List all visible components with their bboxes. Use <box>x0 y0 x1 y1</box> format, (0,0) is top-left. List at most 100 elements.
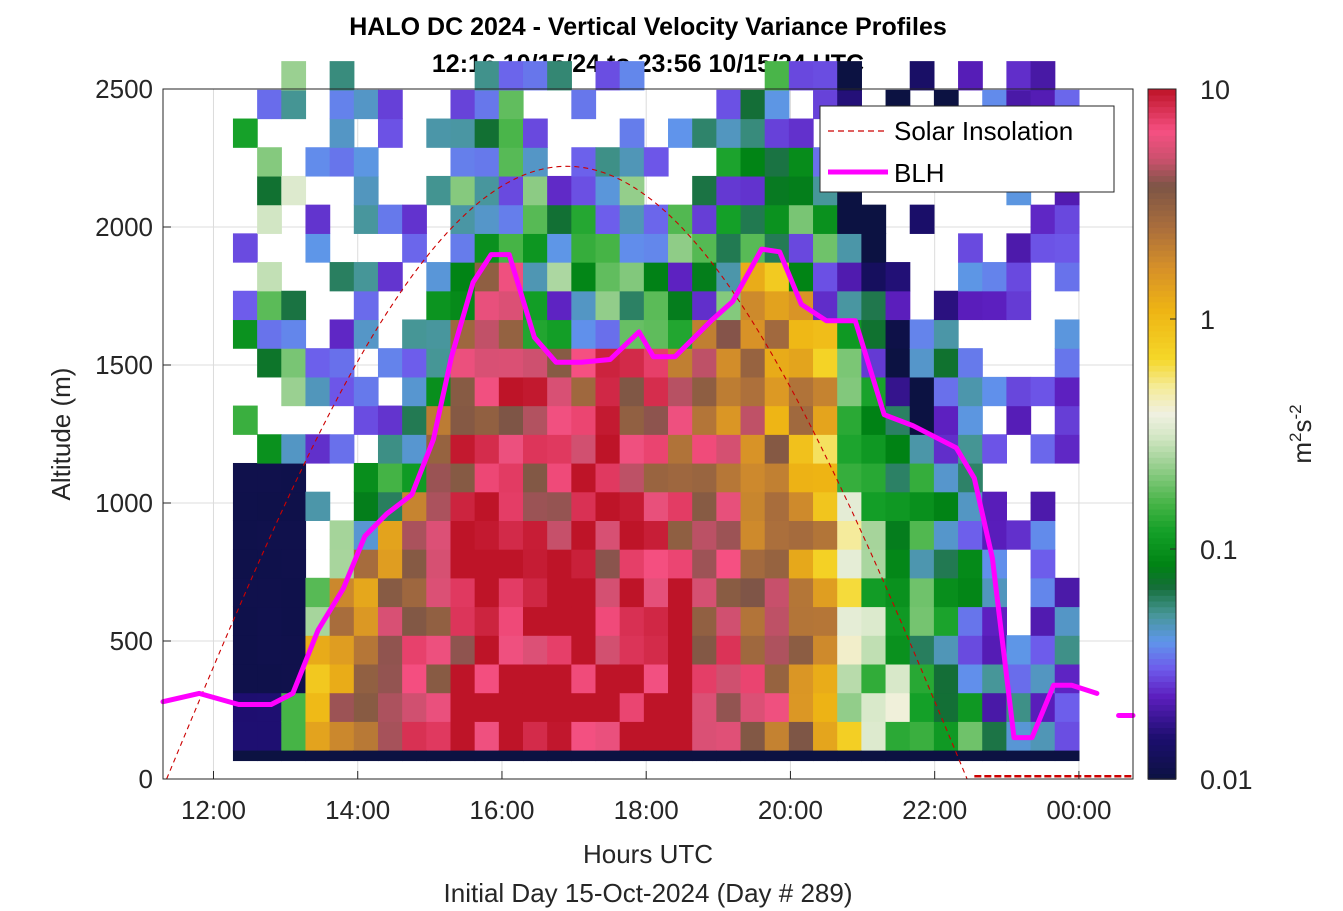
colorbar-tick-label: 1 <box>1200 305 1215 335</box>
heatmap-cell <box>305 750 331 762</box>
colorbar-segment <box>1148 549 1176 556</box>
heatmap-cell <box>474 61 500 91</box>
heatmap-cell <box>982 721 1008 751</box>
heatmap-cell <box>668 233 693 263</box>
heatmap-cell <box>571 262 597 292</box>
heatmap-cell <box>474 663 500 694</box>
heatmap-cell <box>764 376 790 407</box>
heatmap-cell <box>788 405 814 435</box>
heatmap-cell <box>909 606 935 636</box>
heatmap-cell <box>619 549 645 579</box>
colorbar-segment <box>1148 112 1176 119</box>
heatmap-cell <box>813 348 838 378</box>
heatmap-cell <box>281 376 307 407</box>
heatmap-cell <box>450 118 476 148</box>
heatmap-cell <box>813 462 838 493</box>
heatmap-cell <box>595 491 621 521</box>
heatmap-cell <box>547 606 572 636</box>
heatmap-cell <box>547 462 572 493</box>
heatmap-cell <box>547 549 572 579</box>
heatmap-cell <box>232 319 258 349</box>
heatmap-cell <box>498 750 524 762</box>
heatmap-cell <box>257 290 282 321</box>
heatmap-cell <box>595 606 621 636</box>
heatmap-cell <box>740 118 766 148</box>
heatmap-cell <box>764 434 790 464</box>
heatmap-cell <box>522 750 548 762</box>
heatmap-cell <box>402 233 427 263</box>
heatmap-cell <box>813 319 838 349</box>
heatmap-cell <box>837 290 862 321</box>
heatmap-cell <box>305 348 331 378</box>
heatmap-cell <box>764 520 790 550</box>
heatmap-cell <box>450 549 476 579</box>
y-tick-label: 500 <box>110 626 153 656</box>
colorbar-segment <box>1148 146 1176 154</box>
heatmap-cell <box>281 434 307 464</box>
colorbar-segment <box>1148 204 1176 211</box>
heatmap-cell <box>788 750 814 762</box>
heatmap-cell <box>498 175 524 206</box>
heatmap-cell <box>450 175 476 206</box>
heatmap-cell <box>522 434 548 464</box>
x-tick-label: 16:00 <box>469 795 534 825</box>
heatmap-cell <box>305 663 331 694</box>
colorbar-segment <box>1148 301 1176 309</box>
heatmap-cell <box>643 750 669 762</box>
heatmap-cell <box>619 147 645 177</box>
heatmap-cell <box>377 434 403 464</box>
heatmap-cell <box>813 61 838 91</box>
heatmap-cell <box>619 290 645 321</box>
heatmap-cell <box>474 147 500 177</box>
colorbar-segment <box>1148 468 1176 476</box>
heatmap-cell <box>692 204 717 234</box>
heatmap-cell <box>764 549 790 579</box>
heatmap-cell <box>813 233 838 263</box>
heatmap-cell <box>740 549 766 579</box>
heatmap-cell <box>740 520 766 550</box>
colorbar-segment <box>1148 89 1176 96</box>
heatmap-cell <box>764 663 790 694</box>
heatmap-cell <box>522 204 548 234</box>
heatmap-cell <box>257 606 282 636</box>
colorbar-segment <box>1148 284 1176 292</box>
heatmap-cell <box>377 692 403 722</box>
heatmap-cell <box>982 663 1008 694</box>
colorbar-segment <box>1148 393 1176 401</box>
heatmap-cell <box>353 290 379 321</box>
colorbar-segment <box>1148 600 1176 608</box>
heatmap-cell <box>571 692 597 722</box>
heatmap-cell <box>619 175 645 206</box>
heatmap-cell <box>450 520 476 550</box>
heatmap-cell <box>788 491 814 521</box>
colorbar-segment <box>1148 560 1176 568</box>
heatmap-cell <box>498 577 524 608</box>
heatmap-cell <box>788 348 814 378</box>
heatmap-cell <box>716 491 742 521</box>
heatmap-cell <box>426 462 452 493</box>
heatmap-cell <box>837 204 862 234</box>
heatmap-cell <box>426 721 452 751</box>
colorbar-segment <box>1148 324 1176 332</box>
heatmap-cell <box>474 175 500 206</box>
heatmap-cell <box>547 577 572 608</box>
colorbar-segment <box>1148 554 1176 562</box>
heatmap-cell <box>958 348 983 378</box>
heatmap-cell <box>353 606 379 636</box>
heatmap-cell <box>329 520 355 550</box>
heatmap-cell <box>885 348 911 378</box>
heatmap-cell <box>402 348 427 378</box>
colorbar-segment <box>1148 658 1176 665</box>
colorbar-segment <box>1148 497 1176 504</box>
heatmap-cell <box>813 721 838 751</box>
heatmap-cell <box>958 520 983 550</box>
heatmap-cell <box>1006 635 1032 665</box>
heatmap-cell <box>1030 549 1056 579</box>
heatmap-cell <box>740 147 766 177</box>
heatmap-cell <box>522 491 548 521</box>
heatmap-cell <box>257 692 282 722</box>
heatmap-cell <box>716 606 742 636</box>
heatmap-cell <box>595 204 621 234</box>
colorbar-segment <box>1148 606 1176 614</box>
